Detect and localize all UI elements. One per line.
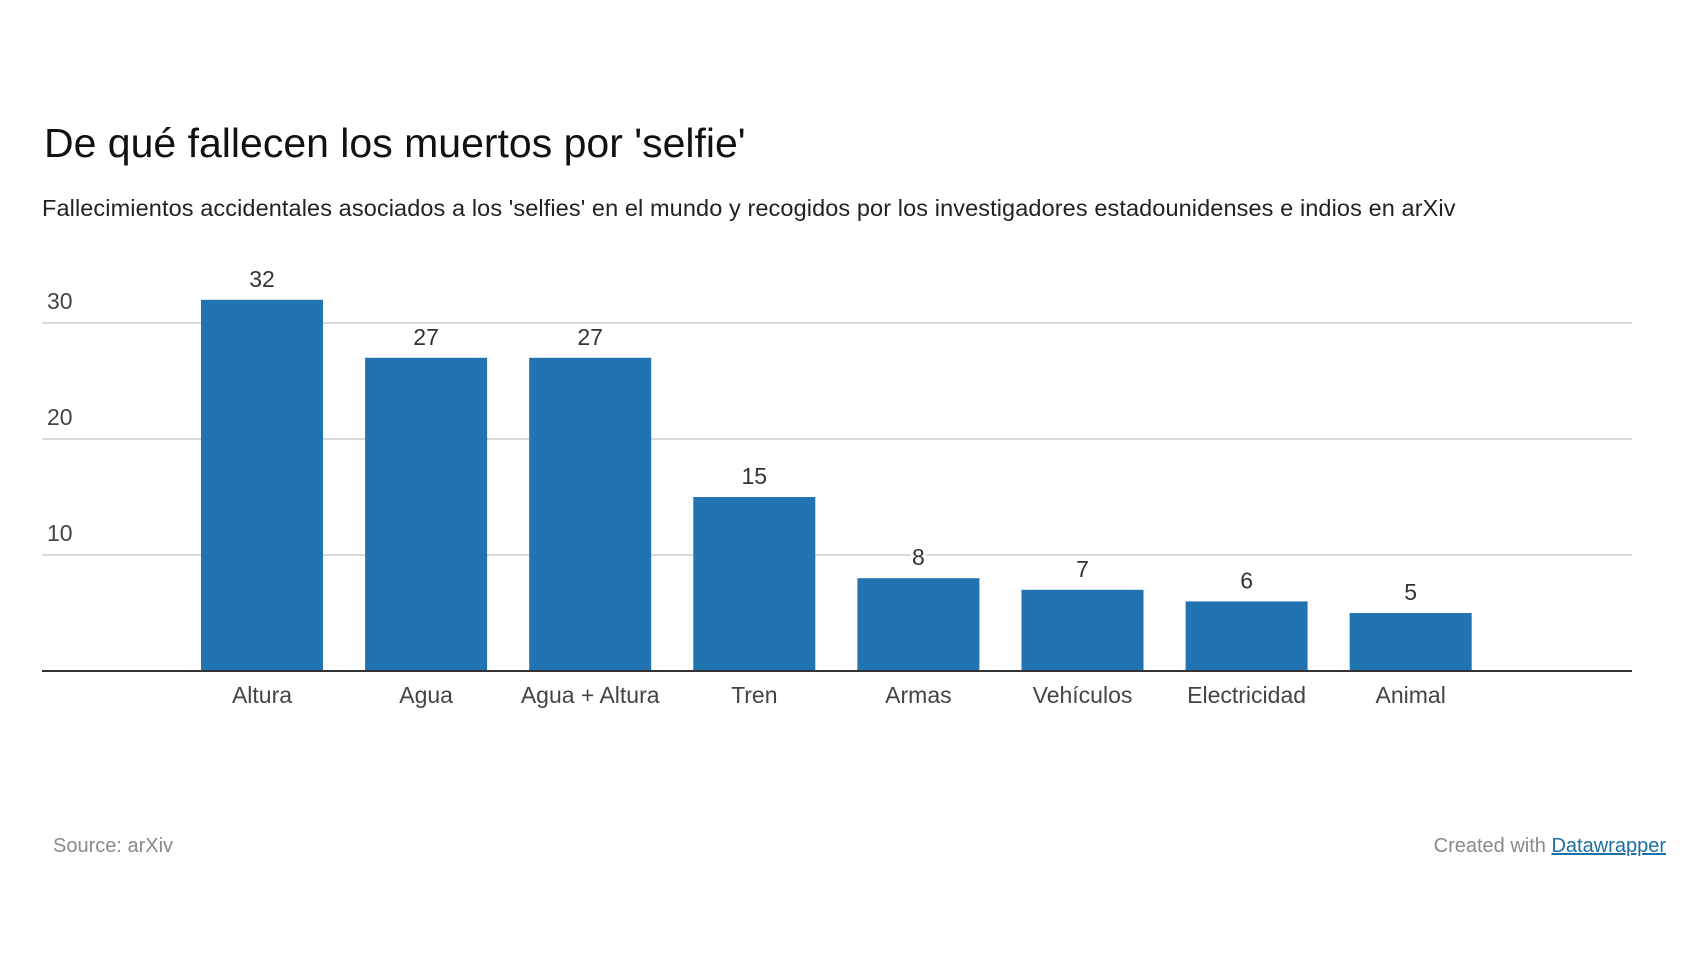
value-label: 32 bbox=[249, 266, 275, 292]
value-label: 6 bbox=[1240, 567, 1253, 593]
source-note: Source: arXiv bbox=[53, 835, 174, 857]
y-axis-labels: 10 20 30 bbox=[47, 288, 73, 546]
x-tick-label: Agua + Altura bbox=[521, 682, 660, 708]
bar-electricidad bbox=[1185, 601, 1308, 671]
chart-subtitle: Fallecimientos accidentales asociados a … bbox=[42, 195, 1456, 221]
value-label: 5 bbox=[1404, 579, 1417, 605]
y-tick-label: 20 bbox=[47, 404, 73, 430]
value-label: 27 bbox=[413, 324, 439, 350]
value-label: 7 bbox=[1076, 556, 1089, 582]
y-tick-label: 30 bbox=[47, 288, 73, 314]
bar-agua bbox=[365, 357, 488, 671]
x-tick-label: Altura bbox=[232, 682, 292, 708]
credit-note: Created with Datawrapper bbox=[1434, 835, 1666, 858]
bar-armas bbox=[857, 578, 980, 671]
datawrapper-link[interactable]: Datawrapper bbox=[1551, 835, 1666, 857]
bar-animal bbox=[1349, 613, 1472, 671]
value-label: 15 bbox=[742, 463, 768, 489]
x-tick-label: Armas bbox=[885, 682, 951, 708]
x-tick-label: Animal bbox=[1376, 682, 1446, 708]
x-tick-label: Tren bbox=[731, 682, 777, 708]
x-tick-label: Agua bbox=[399, 682, 453, 708]
bar-tren bbox=[693, 497, 816, 671]
bar-altura bbox=[201, 299, 323, 671]
chart-title: De qué fallecen los muertos por 'selfie' bbox=[44, 120, 746, 166]
bars bbox=[201, 299, 1472, 671]
value-label: 27 bbox=[577, 324, 603, 350]
bar-agua-altura bbox=[529, 357, 652, 671]
value-labels: 32 27 27 15 8 7 6 5 bbox=[246, 263, 1420, 608]
x-tick-label: Electricidad bbox=[1187, 682, 1306, 708]
value-label: 8 bbox=[912, 544, 925, 570]
x-tick-label: Vehículos bbox=[1033, 682, 1133, 708]
bar-veh-culos bbox=[1021, 589, 1144, 671]
y-tick-label: 10 bbox=[47, 520, 73, 546]
x-axis-labels: Altura Agua Agua + Altura Tren Armas Vehículo… bbox=[232, 682, 1446, 708]
credit-prefix: Created with bbox=[1433, 835, 1546, 857]
